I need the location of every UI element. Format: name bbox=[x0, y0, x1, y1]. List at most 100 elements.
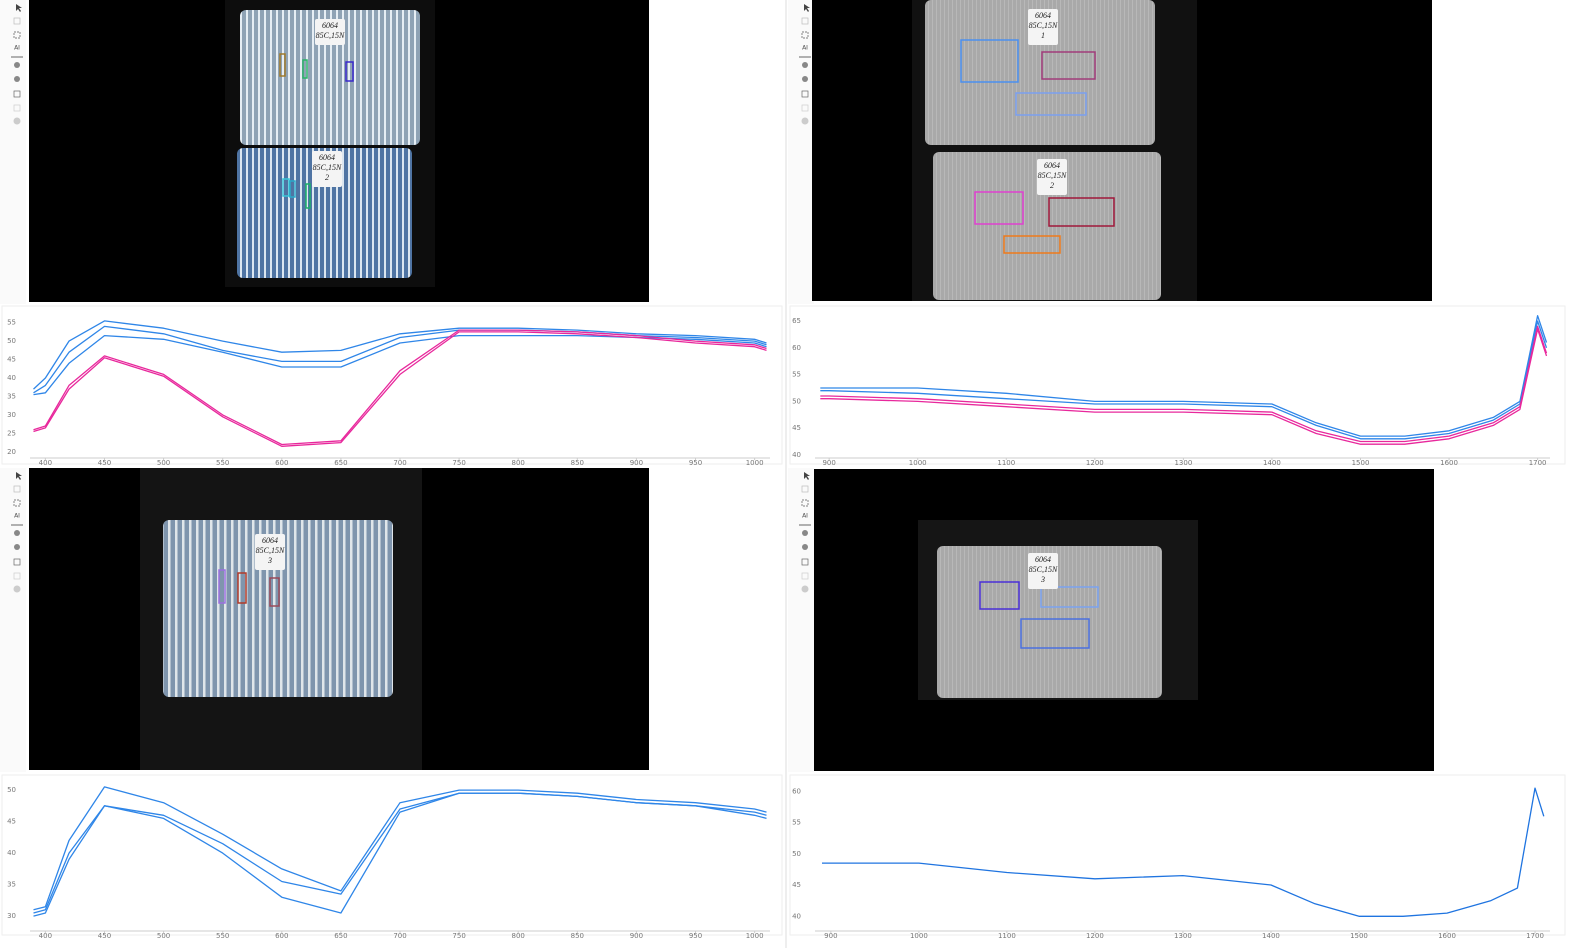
spectrum-line bbox=[33, 325, 767, 394]
x-tick-label: 600 bbox=[275, 932, 288, 940]
x-tick-label: 500 bbox=[157, 932, 170, 940]
roi[interactable] bbox=[1003, 235, 1061, 254]
tool-ai[interactable]: AI bbox=[14, 45, 20, 52]
chart-panel bbox=[789, 305, 1566, 465]
tool-point[interactable] bbox=[14, 62, 20, 68]
tool-fit[interactable] bbox=[13, 31, 21, 39]
tool-point[interactable] bbox=[802, 76, 808, 82]
spectrum-line bbox=[33, 786, 767, 911]
roi[interactable] bbox=[960, 39, 1019, 83]
sample-label: 6064 bbox=[319, 153, 335, 162]
tool-select[interactable] bbox=[804, 472, 810, 480]
toolbar bbox=[0, 468, 26, 772]
y-tick-label: 25 bbox=[7, 429, 16, 437]
tool-ai[interactable]: AI bbox=[802, 45, 808, 52]
roi[interactable] bbox=[282, 178, 290, 197]
y-tick-label: 40 bbox=[7, 374, 16, 382]
roi[interactable] bbox=[269, 577, 280, 607]
roi[interactable] bbox=[279, 53, 286, 77]
y-tick-label: 60 bbox=[792, 344, 801, 352]
y-tick-label: 30 bbox=[7, 411, 16, 419]
roi[interactable] bbox=[345, 61, 354, 82]
x-tick-label: 1500 bbox=[1352, 459, 1370, 467]
tool-move[interactable] bbox=[13, 17, 21, 25]
tool-move[interactable] bbox=[13, 485, 21, 493]
tool-delete[interactable] bbox=[801, 585, 809, 593]
tool-rect[interactable] bbox=[13, 558, 21, 566]
x-tick-label: 700 bbox=[393, 459, 406, 467]
x-tick-label: 1500 bbox=[1350, 932, 1368, 940]
tool-point[interactable] bbox=[14, 530, 20, 536]
y-tick-label: 50 bbox=[792, 397, 801, 405]
tool-edit[interactable] bbox=[13, 104, 21, 112]
y-tick-label: 40 bbox=[792, 451, 801, 459]
roi[interactable] bbox=[1020, 618, 1090, 649]
x-tick-label: 1000 bbox=[746, 459, 764, 467]
sample-tag bbox=[315, 19, 345, 45]
y-tick-label: 60 bbox=[792, 787, 801, 795]
x-tick-label: 900 bbox=[630, 459, 643, 467]
tool-select[interactable] bbox=[16, 472, 22, 480]
y-tick-label: 20 bbox=[7, 448, 16, 456]
tool-fit[interactable] bbox=[801, 499, 809, 507]
tool-fit[interactable] bbox=[801, 31, 809, 39]
y-tick-label: 35 bbox=[7, 392, 16, 400]
y-tick-label: 50 bbox=[7, 337, 16, 345]
y-tick-label: 65 bbox=[792, 317, 801, 325]
tool-point[interactable] bbox=[14, 76, 20, 82]
sample-tag bbox=[1028, 9, 1058, 45]
fabric-sample bbox=[163, 520, 393, 697]
roi[interactable] bbox=[1041, 51, 1096, 80]
sample-label: 2 bbox=[325, 173, 329, 182]
tool-point[interactable] bbox=[802, 544, 808, 550]
tool-rect[interactable] bbox=[13, 90, 21, 98]
sample-label: 6064 bbox=[322, 21, 338, 30]
tool-delete[interactable] bbox=[13, 585, 21, 593]
roi[interactable] bbox=[237, 572, 247, 604]
y-tick-label: 55 bbox=[7, 319, 16, 327]
sample-tag bbox=[255, 534, 285, 570]
tool-move[interactable] bbox=[801, 17, 809, 25]
sample-label: 3 bbox=[267, 556, 272, 565]
x-tick-label: 800 bbox=[512, 932, 525, 940]
roi[interactable] bbox=[1040, 586, 1099, 608]
tool-ai[interactable]: AI bbox=[802, 513, 808, 520]
roi[interactable] bbox=[974, 191, 1024, 225]
x-tick-label: 750 bbox=[452, 459, 465, 467]
tool-select[interactable] bbox=[16, 4, 22, 12]
tool-delete[interactable] bbox=[801, 117, 809, 125]
tool-move[interactable] bbox=[801, 485, 809, 493]
x-tick-label: 900 bbox=[824, 932, 837, 940]
tool-edit[interactable] bbox=[13, 572, 21, 580]
x-tick-label: 1700 bbox=[1526, 932, 1544, 940]
sample-label: 85C,15N bbox=[1029, 21, 1058, 30]
roi[interactable] bbox=[1048, 197, 1115, 227]
sample-label: 6064 bbox=[1035, 11, 1051, 20]
x-tick-label: 1600 bbox=[1438, 932, 1456, 940]
tool-point[interactable] bbox=[802, 62, 808, 68]
tool-edit[interactable] bbox=[801, 572, 809, 580]
roi[interactable] bbox=[979, 581, 1020, 610]
roi[interactable] bbox=[302, 59, 308, 79]
x-tick-label: 1300 bbox=[1174, 459, 1192, 467]
x-tick-label: 750 bbox=[452, 932, 465, 940]
tool-select[interactable] bbox=[804, 4, 810, 12]
sample-tag bbox=[1037, 159, 1067, 195]
fabric-sample bbox=[937, 546, 1162, 698]
tool-edit[interactable] bbox=[801, 104, 809, 112]
roi[interactable] bbox=[289, 180, 296, 198]
spectrum-line bbox=[820, 320, 1548, 440]
tool-ai[interactable]: AI bbox=[14, 513, 20, 520]
toolbar bbox=[0, 0, 26, 304]
tool-point[interactable] bbox=[802, 530, 808, 536]
tool-delete[interactable] bbox=[13, 117, 21, 125]
tool-point[interactable] bbox=[14, 544, 20, 550]
tool-rect[interactable] bbox=[801, 90, 809, 98]
tool-fit[interactable] bbox=[13, 499, 21, 507]
roi[interactable] bbox=[1015, 92, 1087, 116]
x-tick-label: 1000 bbox=[910, 932, 928, 940]
roi[interactable] bbox=[305, 183, 311, 209]
tool-rect[interactable] bbox=[801, 558, 809, 566]
roi[interactable] bbox=[218, 569, 226, 604]
x-tick-label: 650 bbox=[334, 932, 347, 940]
